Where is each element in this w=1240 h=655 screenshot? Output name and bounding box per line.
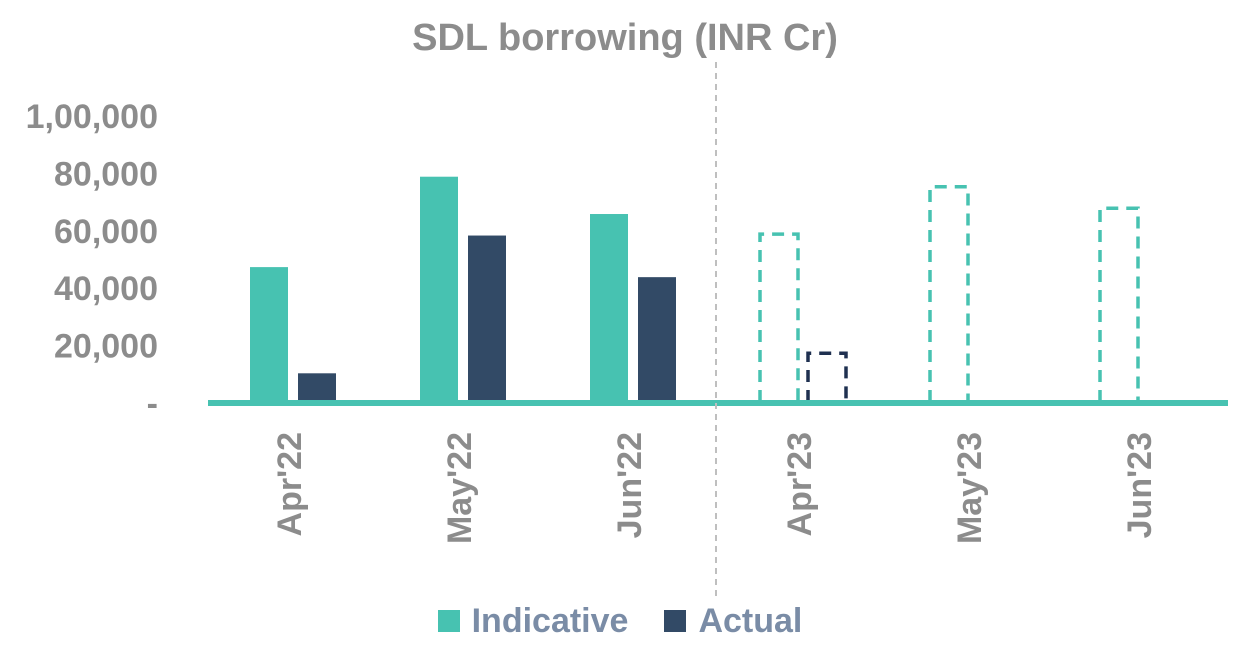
bar-actual	[468, 235, 506, 402]
legend-swatch-indicative	[437, 610, 460, 632]
y-tick-label: 80,000	[54, 155, 158, 193]
legend-swatch-actual	[664, 610, 687, 632]
bar-actual	[298, 373, 336, 402]
legend-label-actual: Actual	[698, 601, 803, 640]
y-tick-label: -	[147, 385, 158, 423]
bar-indicative	[590, 214, 628, 402]
bar-indicative-projected	[1098, 206, 1140, 402]
bar-indicative	[420, 176, 458, 402]
bar-actual	[638, 277, 676, 402]
bar-indicative-projected	[928, 185, 970, 402]
x-tick-label: Apr'23	[781, 432, 819, 536]
x-tick-label: Jun'22	[611, 432, 649, 538]
y-tick-label: 40,000	[54, 270, 158, 308]
y-tick-label: 60,000	[54, 213, 158, 251]
legend-item-indicative: Indicative	[437, 601, 629, 641]
y-tick-label: 20,000	[54, 328, 158, 366]
legend: Indicative Actual	[0, 596, 1240, 646]
bar-actual-projected	[806, 351, 848, 402]
bar-indicative-projected	[758, 232, 800, 402]
y-tick-label: 1,00,000	[26, 98, 158, 136]
x-axis-tick-labels: Apr'22 May'22 Jun'22 Apr'23 May'23 Jun'23	[271, 432, 1159, 544]
legend-item-actual: Actual	[664, 602, 802, 641]
bar-chart: SDL borrowing (INR Cr) - 20,000 40,000 60,0…	[26, 17, 1228, 596]
bars-group	[250, 176, 1140, 402]
legend-label-indicative: Indicative	[471, 601, 629, 640]
x-tick-label: May'22	[441, 432, 479, 544]
bar-indicative	[250, 267, 288, 402]
x-tick-label: May'23	[951, 432, 989, 544]
y-axis-tick-labels: - 20,000 40,000 60,000 80,000 1,00,000	[26, 98, 158, 423]
x-tick-label: Jun'23	[1121, 432, 1159, 538]
chart-title: SDL borrowing (INR Cr)	[412, 17, 838, 59]
x-tick-label: Apr'22	[271, 432, 309, 536]
